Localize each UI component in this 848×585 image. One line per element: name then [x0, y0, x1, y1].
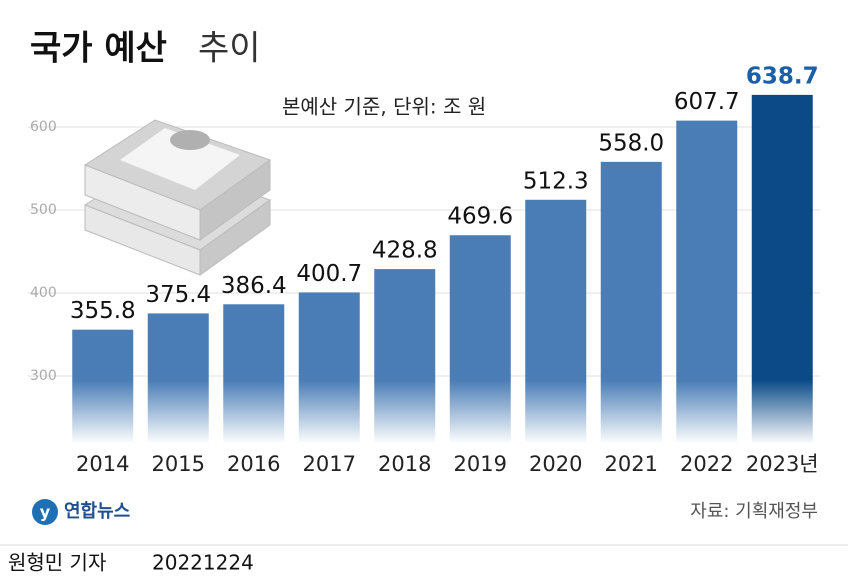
x-tick-label: 2020	[529, 452, 582, 476]
x-tick-label: 2015	[152, 452, 205, 476]
y-tick-label: 500	[30, 202, 57, 218]
value-label: 469.6	[447, 204, 513, 230]
x-tick-label: 2014	[76, 452, 129, 476]
logo-mark: y	[32, 499, 58, 525]
plot: 300 400 500 600 355.8 2014 375.4 2015 386.4 2016 4…	[28, 63, 820, 476]
x-tick-label: 2023년	[746, 452, 819, 476]
source: 자료: 기획재정부	[690, 501, 818, 522]
value-label: 512.3	[523, 168, 589, 194]
svg-text:y: y	[40, 503, 51, 522]
value-label: 355.8	[70, 298, 136, 324]
value-label: 558.0	[598, 130, 664, 156]
money-icon	[83, 119, 272, 276]
value-label: 428.8	[372, 238, 438, 264]
chart-title-suffix: 추이	[198, 29, 261, 69]
value-label: 638.7	[746, 63, 819, 89]
chart-title: 국가 예산	[30, 29, 167, 69]
reporter: 원형민 기자	[8, 551, 106, 575]
y-tick-label: 400	[30, 285, 57, 301]
date: 20221224	[152, 551, 254, 575]
value-label: 375.4	[145, 282, 211, 308]
value-label: 386.4	[221, 273, 287, 299]
value-label: 400.7	[296, 261, 362, 287]
value-label: 607.7	[674, 89, 740, 115]
subtitle: 본예산 기준, 단위: 조 원	[282, 95, 486, 119]
y-tick-label: 300	[30, 368, 57, 384]
x-tick-label: 2019	[454, 452, 507, 476]
y-tick-label: 600	[30, 119, 57, 135]
x-tick-label: 2017	[303, 452, 356, 476]
x-tick-label: 2018	[378, 452, 431, 476]
x-tick-label: 2021	[605, 452, 658, 476]
logo: 연합뉴스	[64, 500, 130, 522]
bar-fade	[65, 380, 820, 444]
x-tick-label: 2016	[227, 452, 280, 476]
x-tick-label: 2022	[680, 452, 733, 476]
